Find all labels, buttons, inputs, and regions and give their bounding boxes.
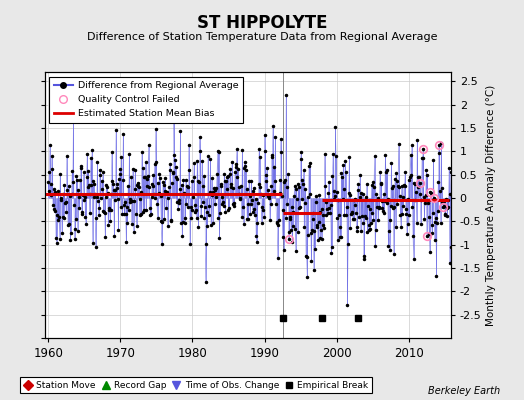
Text: ST HIPPOLYTE: ST HIPPOLYTE	[196, 14, 328, 32]
Text: Berkeley Earth: Berkeley Earth	[428, 386, 500, 396]
Legend: Difference from Regional Average, Quality Control Failed, Estimated Station Mean: Difference from Regional Average, Qualit…	[49, 77, 243, 123]
Legend: Station Move, Record Gap, Time of Obs. Change, Empirical Break: Station Move, Record Gap, Time of Obs. C…	[20, 377, 372, 394]
Text: Difference of Station Temperature Data from Regional Average: Difference of Station Temperature Data f…	[87, 32, 437, 42]
Y-axis label: Monthly Temperature Anomaly Difference (°C): Monthly Temperature Anomaly Difference (…	[486, 84, 496, 326]
